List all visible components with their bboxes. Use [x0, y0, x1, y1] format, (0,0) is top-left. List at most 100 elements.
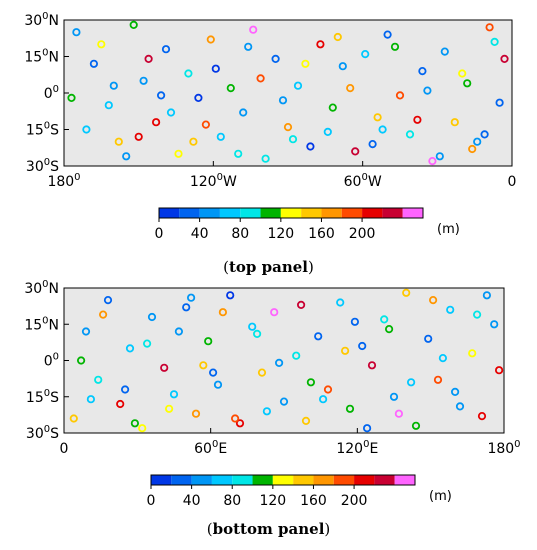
data-point: [174, 149, 183, 158]
data-point: [122, 152, 131, 161]
data-point: [477, 412, 487, 421]
data-point: [184, 69, 193, 78]
data-point: [390, 42, 400, 51]
colorbar-swatch: [313, 475, 334, 485]
data-point: [129, 20, 138, 29]
colorbar-swatch: [321, 208, 342, 218]
data-point: [423, 86, 432, 95]
data-point: [69, 414, 78, 423]
data-point: [455, 402, 465, 411]
data-point: [97, 40, 106, 49]
colorbar-swatch: [219, 208, 241, 218]
data-point: [368, 140, 377, 149]
colorbar-swatch: [362, 208, 383, 218]
colorbar-tick-label: 80: [223, 493, 241, 509]
colorbar-swatch: [199, 208, 220, 218]
data-point: [301, 59, 310, 68]
colorbar-swatch: [382, 208, 403, 218]
data-point: [485, 23, 494, 32]
data-point: [191, 409, 201, 418]
data-point: [413, 115, 422, 124]
plot-area: [64, 288, 504, 433]
data-point: [473, 137, 482, 146]
top-chart: 300N 150N 00 150S 300S 1800 1200W 600W 0: [24, 11, 516, 190]
data-point: [226, 291, 235, 300]
y-tick-label: 00: [44, 84, 59, 102]
data-point: [463, 79, 472, 88]
data-point: [450, 387, 460, 397]
data-point: [216, 132, 225, 141]
data-point: [165, 404, 174, 413]
data-point: [187, 293, 196, 302]
data-point: [99, 310, 108, 319]
colorbar-tick-label: 40: [191, 226, 209, 242]
data-point: [226, 84, 235, 93]
plot-area: [64, 20, 512, 166]
data-point: [256, 74, 265, 83]
colorbar-swatch: [341, 208, 363, 218]
data-point: [271, 54, 280, 64]
data-point: [362, 424, 372, 433]
data-point: [450, 118, 459, 127]
data-point: [244, 42, 253, 51]
data-point: [458, 69, 467, 78]
data-point: [72, 28, 81, 37]
data-point: [144, 54, 153, 64]
data-point: [468, 349, 477, 358]
data-point: [406, 378, 416, 387]
data-point: [296, 300, 306, 309]
data-point: [378, 125, 387, 134]
colorbar-swatch: [333, 475, 355, 485]
data-point: [82, 125, 91, 134]
data-point: [253, 329, 262, 339]
data-point: [495, 98, 504, 107]
data-point: [114, 137, 123, 146]
data-point: [389, 392, 399, 401]
data-point: [424, 334, 433, 343]
data-point: [235, 419, 245, 428]
data-point: [283, 123, 293, 132]
colorbar-bottom: 0 40 80 120 160 200 (m): [147, 474, 452, 509]
data-point: [361, 49, 370, 59]
colorbar-unit: (m): [437, 222, 460, 237]
colorbar-tick-label: 0: [147, 493, 156, 509]
data-point: [103, 295, 113, 305]
data-point: [293, 81, 303, 90]
data-point: [446, 305, 455, 314]
colorbar-unit: (m): [429, 489, 452, 504]
colorbar-swatch: [191, 475, 212, 485]
y-tick-label: 300S: [26, 157, 59, 175]
colorbar-tick-label: 40: [183, 493, 201, 509]
colorbar-swatch: [374, 475, 395, 485]
data-point: [77, 356, 86, 365]
data-point: [384, 324, 394, 334]
data-point: [318, 395, 328, 404]
colorbar-tick-label: 120: [267, 226, 294, 242]
colorbar-tick-label: 200: [349, 226, 376, 242]
data-point: [257, 368, 267, 377]
y-tick-label: 300N: [24, 11, 59, 29]
data-point: [209, 368, 218, 377]
data-point: [500, 54, 509, 64]
data-point: [411, 421, 421, 430]
colorbar-swatch: [394, 475, 415, 485]
y-tick-label: 150S: [26, 121, 59, 139]
data-point: [147, 312, 157, 322]
colorbar-swatch: [354, 475, 375, 485]
colorbar-tick-label: 120: [259, 493, 286, 509]
colorbar-tick-label: 80: [231, 226, 249, 242]
colorbar-swatch: [252, 475, 273, 485]
data-point: [166, 108, 176, 117]
y-tick-label: 150N: [24, 48, 59, 66]
data-point: [288, 135, 298, 144]
data-point: [490, 320, 499, 329]
x-tick-label: 600E: [194, 439, 227, 457]
data-point: [316, 40, 325, 49]
data-point: [494, 366, 504, 375]
data-point: [490, 37, 499, 47]
y-tick-label: 300N: [24, 279, 59, 297]
y-tick-label: 00: [44, 352, 59, 370]
y-tick-label: 300S: [26, 424, 59, 442]
data-point: [161, 45, 171, 54]
data-point: [428, 295, 438, 305]
